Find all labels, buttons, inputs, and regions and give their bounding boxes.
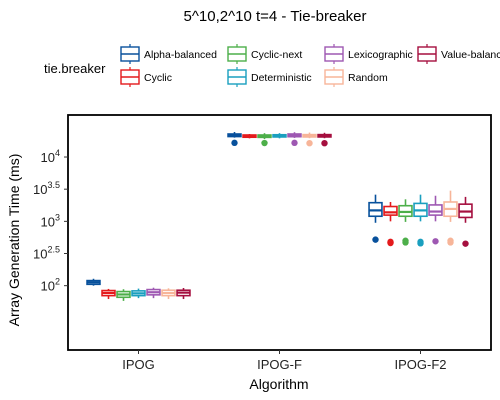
y-tick-label: 102 bbox=[41, 277, 60, 294]
legend-item-value-balanced: Value-balanced bbox=[417, 44, 500, 64]
y-tick-label: 103.5 bbox=[33, 180, 60, 197]
outlier-point bbox=[321, 139, 328, 147]
legend-label: Value-balanced bbox=[441, 49, 500, 61]
outlier-point bbox=[402, 239, 409, 246]
box-value-balanced-ipog bbox=[176, 288, 191, 300]
outlier-point bbox=[291, 139, 298, 147]
box-deterministic-ipog bbox=[131, 288, 146, 299]
legend: Alpha-balanced Cyclic Cyclic-next Determini… bbox=[120, 44, 500, 87]
box-cyclic-next-ipog-f bbox=[257, 133, 272, 147]
outlier-point bbox=[231, 139, 238, 147]
outlier-point bbox=[372, 236, 379, 243]
y-tick-label: 102.5 bbox=[33, 245, 60, 262]
x-tick-label: IPOG-F bbox=[257, 357, 302, 372]
box-value-balanced-ipog-f2 bbox=[458, 196, 473, 247]
panel-border bbox=[67, 114, 492, 351]
plot-area bbox=[86, 131, 473, 301]
legend-item-alpha-balanced: Alpha-balanced bbox=[120, 44, 217, 64]
chart-title: 5^10,2^10 t=4 - Tie-breaker bbox=[184, 8, 367, 25]
legend-label: Cyclic-next bbox=[251, 49, 302, 61]
box-cyclic-ipog-f2 bbox=[383, 201, 398, 247]
x-tick-label: IPOG-F2 bbox=[394, 357, 446, 372]
box-cyclic-next-ipog bbox=[116, 289, 131, 301]
legend-item-cyclic-next: Cyclic-next bbox=[227, 44, 302, 64]
legend-item-cyclic: Cyclic bbox=[120, 67, 172, 87]
outlier-point bbox=[462, 240, 469, 247]
legend-label: Cyclic bbox=[144, 72, 172, 84]
outlier-point bbox=[447, 239, 454, 246]
box-alpha-balanced-ipog-f bbox=[227, 131, 242, 147]
y-tick-label: 103 bbox=[41, 212, 60, 229]
legend-label: Random bbox=[348, 72, 388, 84]
outlier-point bbox=[432, 238, 439, 245]
box-lexicographic-ipog-f bbox=[287, 132, 302, 147]
box-body bbox=[428, 204, 443, 216]
box-deterministic-ipog-f2 bbox=[413, 194, 428, 247]
legend-title: tie.breaker bbox=[44, 61, 106, 76]
box-alpha-balanced-ipog bbox=[86, 278, 101, 286]
y-axis-title: Array Generation Time (ms) bbox=[6, 154, 22, 327]
legend-item-random: Random bbox=[324, 67, 388, 87]
outlier-point bbox=[306, 139, 313, 147]
legend-item-deterministic: Deterministic bbox=[227, 67, 312, 87]
outlier-point bbox=[387, 239, 394, 247]
box-cyclic-ipog-f bbox=[242, 133, 257, 139]
outlier-point bbox=[417, 240, 424, 247]
x-tick-label: IPOG bbox=[122, 357, 155, 372]
y-tick-label: 104 bbox=[41, 148, 60, 165]
x-axis-title: Algorithm bbox=[249, 376, 308, 392]
legend-label: Alpha-balanced bbox=[144, 49, 217, 61]
box-lexicographic-ipog bbox=[146, 287, 161, 299]
box-lexicographic-ipog-f2 bbox=[428, 195, 443, 245]
box-value-balanced-ipog-f bbox=[317, 132, 332, 147]
box-cyclic-next-ipog-f2 bbox=[398, 199, 413, 246]
box-random-ipog bbox=[161, 288, 176, 300]
legend-label: Deterministic bbox=[251, 72, 312, 84]
outlier-point bbox=[261, 139, 268, 147]
box-deterministic-ipog-f bbox=[272, 133, 287, 139]
box-cyclic-ipog bbox=[101, 288, 116, 300]
box-body bbox=[383, 205, 398, 216]
box-random-ipog-f2 bbox=[443, 190, 458, 246]
legend-label: Lexicographic bbox=[348, 49, 413, 61]
box-random-ipog-f bbox=[302, 132, 317, 147]
box-alpha-balanced-ipog-f2 bbox=[368, 194, 383, 243]
axes: 102 102.5 103 103.5 104 IPOG IPOG-F IPOG-F2 bbox=[33, 114, 492, 372]
legend-item-lexicographic: Lexicographic bbox=[324, 44, 413, 64]
